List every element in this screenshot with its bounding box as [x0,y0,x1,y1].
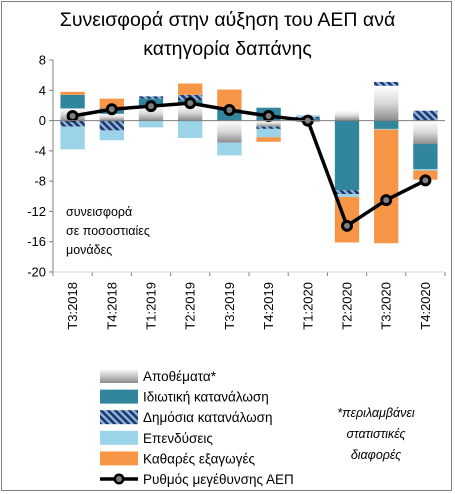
y-tick-label: 8 [39,53,46,68]
x-tick-label: Τ2:2019 [183,282,198,330]
bar-public [334,190,360,195]
bar-investment [138,120,164,128]
bar-investment [60,126,85,150]
legend-marker-gdp-inner [116,476,122,482]
legend-swatch-private [100,389,138,404]
bar-private [374,120,399,129]
legend-label-private: Ιδιωτική κατανάλωση [143,390,269,405]
annotation-line-3: μονάδες [66,243,112,257]
gdp-point-inner [187,100,194,107]
gdp-line-path [72,101,427,228]
y-tick-label: -8 [34,174,46,189]
bar-inventories [374,85,399,121]
bar-inventories [413,120,438,145]
footnote-line-2: στατιστικές [346,427,406,441]
chart-title-line-2: κατηγορία δαπάνης [143,38,312,60]
x-tick-label: Τ4:2018 [104,282,119,330]
x-tick-label: Τ3:2020 [379,282,394,330]
gdp-point-inner [265,113,272,120]
annotation-line-2: σε ποσοστιαίες [66,224,150,238]
annotation-line-1: συνεισφορά [66,205,132,219]
footnote-line-3: διαφορές [351,448,402,462]
y-tick-label: -12 [27,204,46,219]
y-tick-label: -20 [27,265,46,280]
x-tick-label: Τ4:2019 [261,282,276,330]
gdp-point-inner [383,197,390,204]
footnote-line-1: *περιλαμβάνει [337,406,415,420]
x-tick-label: Τ1:2020 [300,282,315,330]
gdp-point-inner [108,106,115,113]
bar-inventories [138,106,164,121]
bar-investment [334,194,360,198]
bar-investment [178,120,203,138]
y-tick-label: 4 [39,83,46,98]
bar-public [374,81,399,86]
y-tick-label: -16 [27,234,46,249]
legend: Αποθέματα* Ιδιωτική κατανάλωση Δημόσια κατ… [100,369,294,487]
chart-title-line-1: Συνεισφορά στην αύξηση του ΑΕΠ ανά [59,9,396,31]
y-tick-label: -4 [34,143,46,158]
bars [60,81,438,244]
legend-swatch-netexports [100,451,138,466]
legend-label-public: Δημόσια κατανάλωση [143,410,273,425]
bar-netexports [60,91,85,95]
bar-public [138,96,164,99]
bar-investment [217,142,242,156]
bar-public [60,120,85,127]
x-tick-label: Τ3:2018 [65,282,80,330]
chart-title: Συνεισφορά στην αύξηση του ΑΕΠ ανά κατηγ… [0,6,455,64]
gdp-line [66,97,432,232]
bar-inventories [334,110,360,121]
bar-public [413,110,438,121]
x-tick-label: Τ2:2020 [340,282,355,330]
bar-public [256,126,281,129]
x-tick-label: Τ3:2019 [222,282,237,330]
bar-inventories [256,120,281,127]
bar-private [60,94,85,109]
bar-inventories [178,104,203,121]
bar-netexports [178,83,203,95]
gdp-point-inner [422,177,429,184]
bar-netexports [217,89,242,110]
gdp-point-inner [69,113,76,120]
bar-inventories [99,113,124,121]
legend-swatch-inventories [100,369,138,383]
bar-public [99,120,124,131]
x-tick-label: Τ1:2019 [144,282,159,330]
legend-label-netexports: Καθαρές εξαγωγές [143,451,255,466]
bar-private [413,144,438,170]
bar-inventories [217,120,242,143]
y-tick-label: 0 [39,113,46,128]
legend-label-investment: Επενδύσεις [143,431,213,446]
legend-label-gdp: Ρυθμός μεγέθυνσης ΑΕΠ [143,472,294,487]
bar-investment [374,128,399,130]
bar-private [334,120,360,191]
legend-swatch-investment [100,430,138,445]
x-tick-label: Τ4:2020 [418,282,433,330]
gdp-point-inner [226,106,233,113]
axes: -20 -16 -12 -8 -4 0 4 8 Τ3:2018 Τ4:2018 Τ1:2019 Τ2:… [27,53,446,330]
bar-investment [413,169,438,171]
gdp-point-inner [148,103,154,110]
legend-label-inventories: Αποθέματα* [143,369,217,384]
bar-netexports [256,137,281,142]
bar-investment [99,130,124,141]
bar-netexports [374,129,399,244]
bar-investment [256,128,281,138]
legend-swatch-public [100,410,138,425]
gdp-point-inner [344,222,350,229]
